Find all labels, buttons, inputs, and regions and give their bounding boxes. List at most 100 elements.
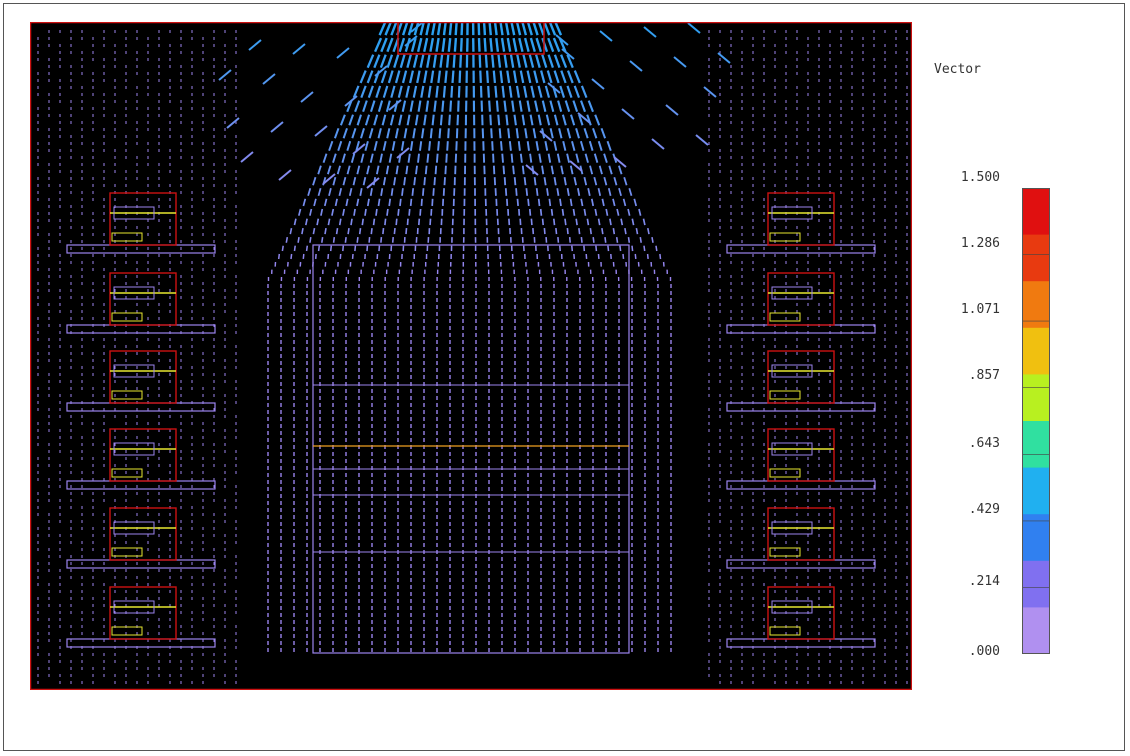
flow-arrow	[321, 236, 324, 243]
flow-arrow	[493, 22, 498, 36]
flow-arrow	[317, 187, 322, 197]
flow-arrow	[338, 218, 342, 226]
flow-arrow	[434, 165, 438, 175]
flow-arrow	[348, 114, 354, 126]
flow-arrow	[449, 100, 453, 112]
flow-arrow	[425, 100, 430, 112]
flow-arrow	[564, 218, 567, 226]
flow-arrow	[285, 236, 289, 243]
flow-arrow	[460, 22, 464, 36]
flow-arrow	[479, 70, 482, 83]
flow-arrow	[379, 153, 383, 163]
flow-arrow	[426, 153, 430, 163]
flow-arrow	[428, 141, 431, 151]
flow-arrow	[380, 188, 384, 196]
flow-arrow	[386, 54, 394, 69]
flow-arrow	[368, 237, 371, 243]
flow-arrow	[436, 22, 442, 36]
flow-arrow	[359, 70, 367, 84]
flow-arrow	[302, 198, 307, 207]
flow-arrow	[580, 198, 584, 207]
flow-arrow	[412, 85, 418, 98]
flow-arrow	[559, 198, 562, 207]
flow-arrow	[327, 165, 332, 175]
flow-arrow	[366, 54, 375, 69]
flow-arrow	[366, 70, 374, 84]
flow-arrow	[539, 208, 543, 216]
flow-arrow	[405, 165, 409, 175]
flow-arrow	[328, 140, 334, 152]
flow-arrow	[382, 177, 387, 186]
flow-arrow	[381, 114, 387, 126]
flow-arrow	[431, 114, 435, 126]
flow-arrow	[517, 141, 521, 151]
flow-arrow	[541, 100, 547, 112]
flow-arrow	[544, 85, 551, 98]
flow-arrow	[523, 177, 527, 186]
flow-arrow	[566, 228, 569, 235]
flow-arrow	[384, 218, 387, 226]
flow-arrow	[386, 208, 389, 216]
flow-arrow	[592, 237, 595, 243]
background-flow-dots	[37, 30, 908, 684]
flow-arrow	[439, 54, 444, 68]
flow-arrow	[546, 70, 553, 84]
flow-arrow	[525, 188, 529, 196]
flow-arrow	[342, 176, 347, 186]
flow-arrow	[289, 227, 293, 235]
flow-arrow	[484, 54, 488, 68]
flow-arrow	[398, 37, 406, 53]
flow-arrow	[448, 114, 451, 126]
flow-arrow	[312, 176, 317, 186]
flow-arrow	[408, 208, 411, 216]
flow-arrow	[435, 85, 439, 98]
flow-arrow	[393, 54, 400, 68]
flow-arrow	[535, 141, 540, 151]
flow-arrow	[482, 22, 487, 36]
flow-arrow	[537, 114, 542, 126]
flow-arrow	[515, 128, 519, 139]
flow-arrow	[345, 198, 349, 207]
flow-arrow	[348, 188, 353, 196]
flow-arrow	[356, 198, 360, 207]
flow-arrow	[526, 141, 530, 151]
flow-arrow	[526, 100, 531, 112]
flow-arrow	[398, 114, 403, 126]
flow-arrow	[435, 153, 439, 163]
flow-arrow	[535, 37, 543, 53]
flow-arrow	[452, 54, 456, 68]
flow-arrow	[577, 188, 581, 196]
flow-arrow	[441, 100, 445, 112]
flow-arrow	[495, 37, 500, 52]
flow-arrow	[395, 218, 398, 226]
flow-arrow	[388, 198, 392, 207]
flow-arrow	[380, 37, 388, 53]
flow-arrow	[387, 70, 394, 84]
flow-arrow	[433, 177, 436, 186]
flow-arrow	[523, 37, 530, 53]
flow-arrow	[451, 70, 455, 84]
flow-arrow	[420, 198, 423, 207]
flow-arrow	[553, 177, 557, 186]
flow-arrow	[516, 198, 519, 207]
flow-arrow	[307, 187, 312, 197]
flow-arrow	[547, 153, 552, 163]
flow-arrow	[356, 165, 361, 175]
flow-arrow	[528, 54, 535, 68]
flow-arrow	[601, 227, 604, 235]
flow-arrow	[498, 128, 502, 139]
flow-arrow	[364, 114, 371, 126]
flow-arrow	[445, 153, 448, 163]
flow-arrow	[437, 70, 442, 84]
flow-arrow	[572, 208, 576, 216]
flow-arrow	[448, 22, 453, 36]
flow-arrow	[354, 245, 357, 252]
flow-arrow	[316, 218, 320, 226]
flow-arrow	[400, 141, 405, 151]
flow-arrow	[583, 177, 588, 186]
flow-arrow	[342, 245, 345, 252]
flow-arrow	[397, 85, 403, 98]
flow-arrow	[540, 70, 546, 84]
flow-arrow	[423, 177, 426, 186]
flow-arrow	[438, 128, 442, 139]
